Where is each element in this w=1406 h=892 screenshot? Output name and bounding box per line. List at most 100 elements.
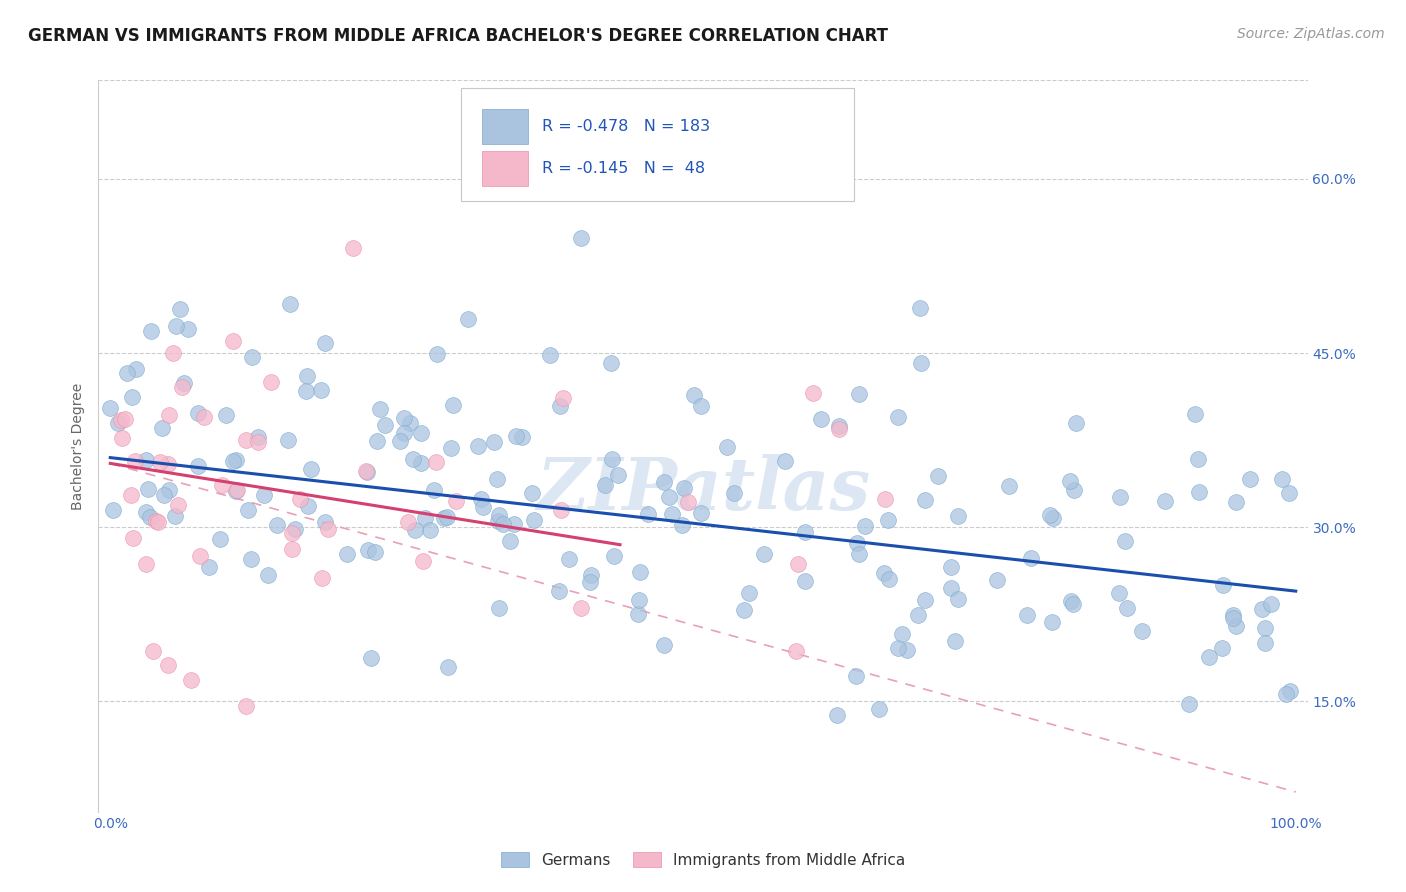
Point	[848, 387, 870, 401]
Point	[1062, 597, 1084, 611]
Point	[488, 601, 510, 615]
Point	[239, 552, 262, 566]
Point	[222, 454, 245, 468]
Point	[173, 376, 195, 390]
Point	[100, 401, 122, 415]
Point	[135, 557, 157, 571]
Point	[876, 513, 898, 527]
Point	[488, 508, 510, 523]
Point	[419, 524, 441, 538]
Point	[946, 592, 969, 607]
Point	[368, 402, 391, 417]
Point	[673, 481, 696, 495]
Text: Source: ZipAtlas.com: Source: ZipAtlas.com	[1237, 27, 1385, 41]
Point	[855, 519, 877, 533]
Point	[197, 560, 219, 574]
Point	[690, 507, 713, 521]
Point	[342, 241, 364, 255]
Point	[557, 552, 579, 566]
Point	[1064, 416, 1087, 430]
Point	[845, 669, 868, 683]
Point	[422, 483, 444, 498]
Point	[628, 566, 651, 580]
Point	[671, 517, 693, 532]
Point	[135, 505, 157, 519]
Point	[1042, 510, 1064, 524]
Point	[354, 464, 377, 478]
Point	[927, 468, 949, 483]
Point	[295, 384, 318, 398]
Point	[569, 231, 592, 245]
Point	[486, 472, 509, 486]
Point	[581, 567, 603, 582]
Point	[1039, 508, 1062, 522]
Point	[366, 434, 388, 448]
Point	[652, 638, 675, 652]
Point	[288, 491, 311, 506]
Point	[211, 477, 233, 491]
Point	[278, 297, 301, 311]
Point	[471, 500, 494, 515]
Point	[752, 547, 775, 561]
Point	[794, 574, 817, 588]
Point	[246, 434, 269, 449]
Point	[356, 542, 378, 557]
Point	[1109, 490, 1132, 504]
Point	[120, 488, 142, 502]
Point	[115, 367, 138, 381]
Point	[1225, 618, 1247, 632]
Point	[1187, 452, 1209, 467]
Point	[678, 495, 700, 509]
Point	[482, 434, 505, 449]
Point	[723, 486, 745, 500]
Point	[827, 707, 849, 722]
Point	[794, 525, 817, 540]
Point	[356, 465, 378, 479]
Point	[425, 347, 447, 361]
Point	[1271, 472, 1294, 486]
Point	[1198, 650, 1220, 665]
Point	[446, 494, 468, 508]
Point	[364, 545, 387, 559]
Point	[266, 518, 288, 533]
Point	[425, 455, 447, 469]
Point	[157, 457, 180, 471]
Point	[775, 453, 797, 467]
Point	[1222, 608, 1244, 623]
Point	[111, 431, 134, 445]
Point	[121, 390, 143, 404]
Point	[157, 409, 180, 423]
Point	[336, 547, 359, 561]
Point	[299, 462, 322, 476]
Point	[914, 592, 936, 607]
Point	[409, 456, 432, 470]
Point	[124, 453, 146, 467]
Point	[887, 640, 910, 655]
Point	[1130, 624, 1153, 638]
Point	[153, 488, 176, 502]
Point	[404, 523, 426, 537]
Point	[394, 426, 416, 441]
Point	[661, 507, 683, 521]
Point	[436, 659, 458, 673]
Point	[550, 503, 572, 517]
Point	[411, 426, 433, 441]
Point	[658, 490, 681, 504]
Point	[548, 399, 571, 413]
Point	[314, 515, 336, 529]
Text: ZIPatlas: ZIPatlas	[536, 454, 870, 525]
Point	[225, 453, 247, 467]
Point	[399, 416, 422, 430]
Point	[1019, 551, 1042, 566]
Point	[247, 429, 270, 443]
Point	[946, 508, 969, 523]
Point	[470, 491, 492, 506]
FancyBboxPatch shape	[461, 87, 855, 201]
Point	[412, 554, 434, 568]
Point	[891, 627, 914, 641]
Point	[277, 433, 299, 447]
Point	[787, 557, 810, 571]
Point	[142, 644, 165, 658]
Point	[281, 542, 304, 557]
Legend: Germans, Immigrants from Middle Africa: Germans, Immigrants from Middle Africa	[494, 844, 912, 875]
